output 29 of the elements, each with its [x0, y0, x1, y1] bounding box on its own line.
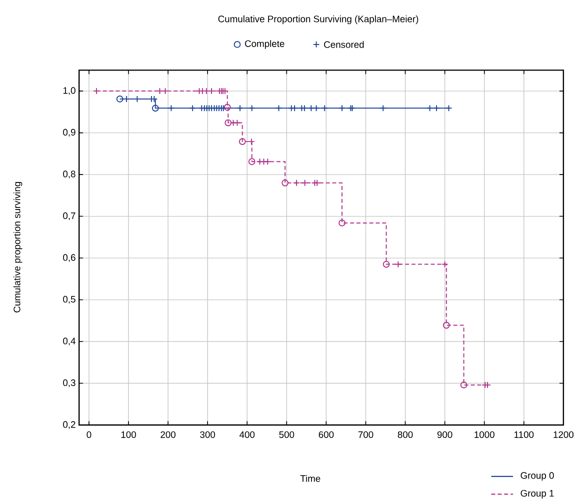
x-tick-label: 100: [121, 431, 136, 438]
y-tick-label: 0,6: [63, 254, 76, 262]
x-tick-label: 300: [200, 431, 216, 438]
legend-label: Complete: [245, 40, 284, 49]
y-tick-label: 0,7: [63, 212, 76, 220]
chart-title: Cumulative Proportion Surviving (Kaplan–Meier): [218, 15, 418, 24]
y-axis-title: Cumulative proportion surviving: [13, 182, 22, 312]
y-tick-label: 1,0: [63, 87, 76, 95]
y-tick-label: 0,4: [63, 338, 76, 346]
x-tick-label: 400: [240, 431, 255, 438]
y-tick-label: 0,2: [63, 421, 76, 429]
x-tick-label: 200: [160, 431, 176, 438]
x-tick-label: 1000: [474, 431, 494, 438]
x-tick-label: 500: [279, 431, 294, 438]
x-tick-label: 900: [437, 431, 452, 438]
x-axis-title: Time: [300, 474, 320, 482]
legend-label: Censored: [324, 40, 364, 48]
y-tick-label: 0,8: [63, 170, 76, 178]
legend-label: Group 0: [520, 472, 554, 481]
x-tick-label: 800: [398, 431, 413, 438]
y-tick-label: 0,9: [63, 128, 76, 137]
y-tick-label: 0,3: [63, 379, 76, 388]
x-tick-label: 600: [318, 431, 334, 438]
y-tick-label: 0,5: [63, 296, 76, 304]
x-tick-label: 1100: [514, 431, 534, 438]
x-tick-label: 700: [358, 431, 374, 438]
legend-label: Group 1: [520, 490, 554, 498]
x-tick-label: 0: [86, 431, 92, 438]
x-tick-label: 1200: [554, 431, 574, 438]
